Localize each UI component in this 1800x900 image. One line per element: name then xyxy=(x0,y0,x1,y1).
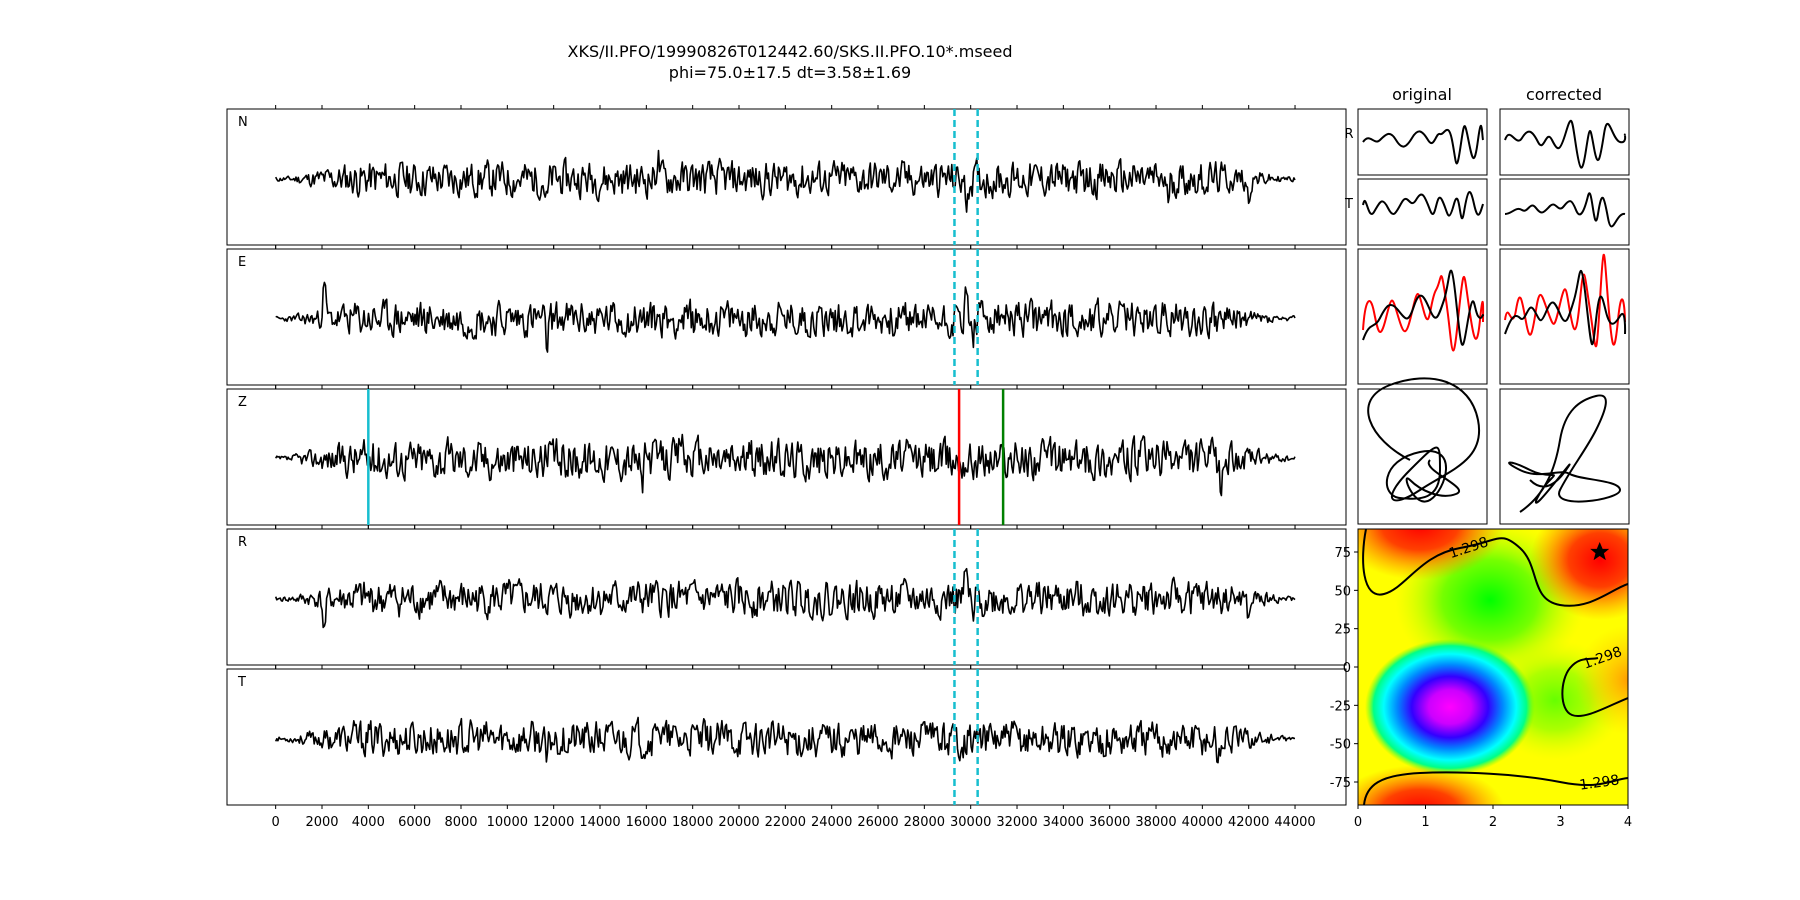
panel-corr-r xyxy=(1499,108,1630,176)
col-title-corrected: corrected xyxy=(1526,85,1602,104)
trace-panels: N E Z R T xyxy=(226,105,1347,809)
panel-corr-t xyxy=(1499,178,1630,246)
panel-corr-particle xyxy=(1499,388,1630,525)
trace-panel-t: T xyxy=(226,665,1347,809)
corr-r-wave xyxy=(1504,119,1627,169)
panel-orig-overlay xyxy=(1357,248,1488,385)
es-x-tick-label: 1 xyxy=(1421,815,1429,830)
trace-panel-r: R xyxy=(226,525,1347,669)
panel-frame xyxy=(226,388,1347,526)
x-tick-label: 16000 xyxy=(626,815,667,830)
x-axis-ticks: 0 2000 4000 6000 8000 10000 12000 14000 16000 180… xyxy=(272,815,1316,830)
red-region-bottom xyxy=(1358,765,1505,805)
orig-overlay-black xyxy=(1362,269,1484,346)
orig-particle-motion xyxy=(1367,377,1481,503)
small-panels: R T xyxy=(1344,108,1630,525)
minimum-region xyxy=(1365,639,1535,775)
chart-subtitle: phi=75.0±17.5 dt=3.58±1.69 xyxy=(669,63,911,82)
best-fit-star-icon xyxy=(1590,542,1610,561)
x-tick-label: 2000 xyxy=(305,815,338,830)
es-x-tick-label: 0 xyxy=(1354,815,1362,830)
panel-frame xyxy=(226,108,1347,246)
x-tick-label: 26000 xyxy=(857,815,898,830)
x-tick-label: 38000 xyxy=(1135,815,1176,830)
col-title-original: original xyxy=(1392,85,1452,104)
waveform-line xyxy=(274,433,1296,497)
x-tick-label: 20000 xyxy=(718,815,759,830)
x-tick-label: 4000 xyxy=(352,815,385,830)
trace-label: N xyxy=(238,115,248,130)
es-y-tick-label: 25 xyxy=(1334,623,1351,638)
trace-label: R xyxy=(238,535,247,550)
orig-overlay-red xyxy=(1362,275,1485,352)
x-tick-label: 42000 xyxy=(1228,815,1269,830)
x-tick-label: 34000 xyxy=(1043,815,1084,830)
es-y-tick-label: -75 xyxy=(1330,776,1351,791)
x-tick-label: 18000 xyxy=(672,815,713,830)
corr-overlay-black xyxy=(1504,270,1627,346)
x-tick-label: 0 xyxy=(272,815,280,830)
row-label-r: R xyxy=(1344,127,1353,142)
x-tick-label: 44000 xyxy=(1274,815,1315,830)
es-x-tick-label: 3 xyxy=(1556,815,1564,830)
contour-bottom xyxy=(1363,771,1628,805)
es-y-tick-label: 0 xyxy=(1343,661,1351,676)
trace-label: Z xyxy=(238,395,247,410)
trace-label: E xyxy=(238,255,246,270)
x-tick-label: 32000 xyxy=(996,815,1037,830)
trace-panel-n: N xyxy=(226,105,1347,249)
panel-corr-overlay xyxy=(1499,248,1630,385)
waveform-line xyxy=(274,149,1296,213)
x-tick-label: 12000 xyxy=(533,815,574,830)
es-y-tick-label: 50 xyxy=(1334,584,1351,599)
trace-label: T xyxy=(237,675,246,690)
corr-t-wave xyxy=(1504,192,1626,228)
x-tick-label: 24000 xyxy=(811,815,852,830)
x-tick-label: 8000 xyxy=(444,815,477,830)
panel-orig-particle xyxy=(1357,388,1488,525)
orange-region-right xyxy=(1575,625,1628,735)
x-tick-label: 36000 xyxy=(1089,815,1130,830)
error-surface-ticks: 0 1 2 3 4 75 50 25 0 -25 -50 -75 xyxy=(1330,546,1632,830)
x-tick-label: 22000 xyxy=(765,815,806,830)
corr-particle-motion xyxy=(1508,394,1622,513)
panel-orig-t xyxy=(1357,178,1488,246)
x-tick-label: 40000 xyxy=(1182,815,1223,830)
es-y-tick-label: -50 xyxy=(1330,738,1351,753)
panel-frame xyxy=(226,528,1347,666)
panel-frame xyxy=(226,668,1347,806)
x-tick-label: 30000 xyxy=(950,815,991,830)
contour-top xyxy=(1362,529,1628,607)
row-label-t: T xyxy=(1344,197,1353,212)
red-region-top-left xyxy=(1358,529,1505,580)
x-tick-label: 10000 xyxy=(487,815,528,830)
panel-orig-r xyxy=(1357,108,1488,176)
corr-overlay-red xyxy=(1504,254,1626,348)
orig-r-wave xyxy=(1362,124,1484,165)
waveform-line xyxy=(274,716,1296,764)
orig-t-wave xyxy=(1362,191,1484,220)
es-y-tick-label: 75 xyxy=(1334,546,1351,561)
trace-panel-e: E xyxy=(226,245,1347,389)
es-x-tick-label: 4 xyxy=(1624,815,1632,830)
chart-title: XKS/II.PFO/19990826T012442.60/SKS.II.PFO… xyxy=(568,42,1013,61)
x-tick-label: 14000 xyxy=(579,815,620,830)
es-x-tick-label: 2 xyxy=(1489,815,1497,830)
contour-label-bottom: 1.298 xyxy=(1578,772,1620,793)
x-tick-label: 6000 xyxy=(398,815,431,830)
waveform-line xyxy=(275,281,1296,353)
panel-frame xyxy=(226,248,1347,386)
x-tick-label: 28000 xyxy=(904,815,945,830)
waveform-line xyxy=(274,567,1296,629)
contour-right xyxy=(1561,657,1628,717)
trace-panel-z: Z xyxy=(226,385,1347,529)
es-y-tick-label: -25 xyxy=(1330,699,1351,714)
